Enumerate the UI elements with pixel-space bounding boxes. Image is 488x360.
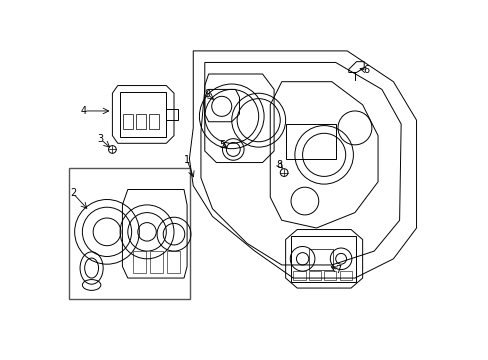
Text: 5: 5 xyxy=(219,140,225,150)
Bar xyxy=(68,168,190,299)
Bar xyxy=(308,249,333,270)
Bar xyxy=(308,271,321,280)
Text: 7: 7 xyxy=(334,265,341,275)
Bar xyxy=(339,271,351,280)
Bar xyxy=(120,93,166,137)
Bar xyxy=(149,114,159,130)
Text: 3: 3 xyxy=(98,134,103,144)
Text: 2: 2 xyxy=(70,188,76,198)
Bar xyxy=(285,124,335,159)
Bar xyxy=(167,251,180,273)
Bar xyxy=(290,236,356,282)
Text: 1: 1 xyxy=(183,155,190,165)
Bar xyxy=(293,271,305,280)
Bar xyxy=(324,271,336,280)
Bar xyxy=(136,114,146,130)
Text: 9: 9 xyxy=(203,89,210,99)
Text: 6: 6 xyxy=(363,65,369,75)
Text: 4: 4 xyxy=(81,106,87,116)
Bar xyxy=(133,251,146,273)
Bar xyxy=(123,114,133,130)
Text: 8: 8 xyxy=(276,160,282,170)
Bar xyxy=(150,251,163,273)
